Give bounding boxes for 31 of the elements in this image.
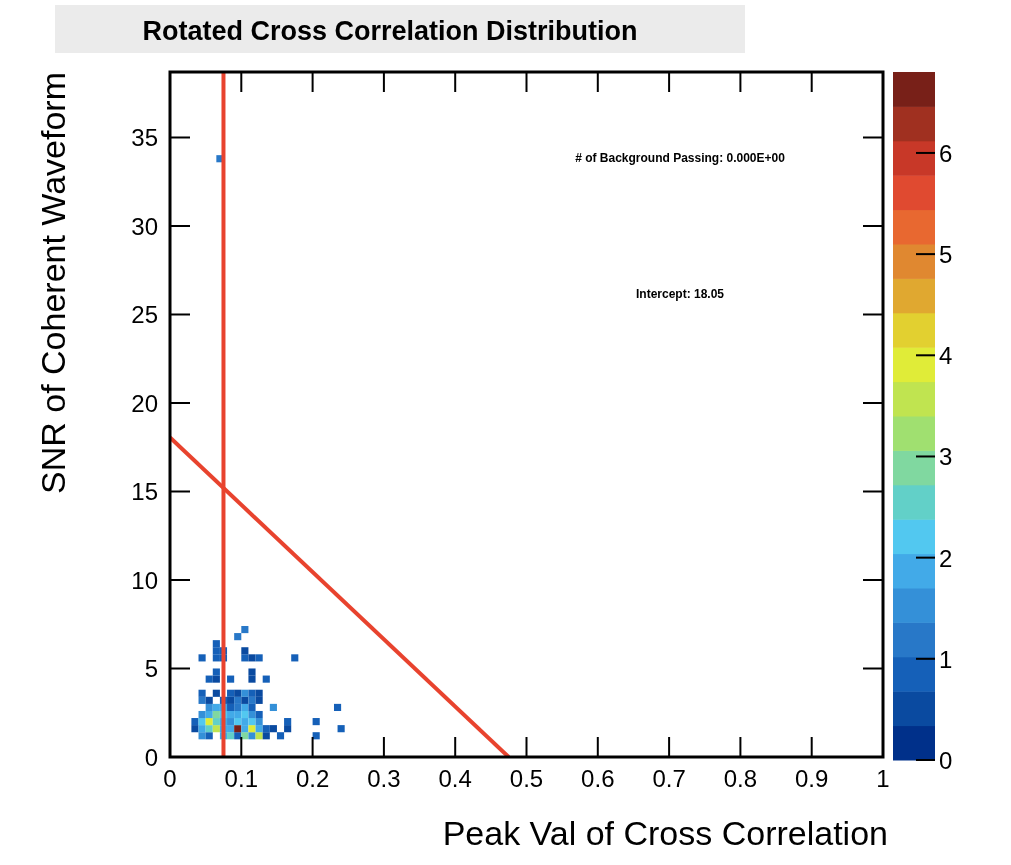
color-bar-label: 6 <box>939 139 953 167</box>
x-tick-label: 0.6 <box>581 765 615 792</box>
x-tick-label: 0.2 <box>295 765 330 792</box>
y-tick-label: 30 <box>131 212 158 240</box>
y-tick-label: 35 <box>131 124 158 152</box>
annotation: # of Background Passing: 0.000E+00 <box>575 151 786 165</box>
annotation: Intercept: 18.05 <box>635 287 725 301</box>
color-bar-label: 3 <box>939 443 953 471</box>
x-tick-label: 0.5 <box>509 765 544 792</box>
color-bar-label: 5 <box>939 241 953 269</box>
x-tick-label: 0.3 <box>367 765 401 792</box>
color-bar-label: 2 <box>939 544 953 572</box>
x-tick-label: 0.4 <box>438 765 472 792</box>
x-tick-label: 0.8 <box>723 765 758 792</box>
color-bar-label: 1 <box>939 645 953 673</box>
y-axis-title: SNR of Coherent Waveform <box>34 72 72 494</box>
y-tick-label: 10 <box>131 567 158 594</box>
color-bar-label: 4 <box>939 342 953 370</box>
color-bar-label: 0 <box>939 747 953 774</box>
y-tick-label: 5 <box>144 655 158 683</box>
y-tick-label: 15 <box>131 478 158 506</box>
y-tick-label: 0 <box>144 744 158 771</box>
y-tick-label: 25 <box>131 301 158 329</box>
x-tick-label: 0.1 <box>224 765 258 792</box>
x-tick-label: 1 <box>876 765 890 792</box>
chart-title: Rotated Cross Correlation Distribution <box>142 16 638 46</box>
x-tick-label: 0.7 <box>652 765 686 792</box>
x-tick-label: 0.9 <box>795 765 829 792</box>
x-tick-label: 0 <box>163 765 177 792</box>
x-axis-title: Peak Val of Cross Correlation <box>442 814 888 852</box>
y-tick-label: 20 <box>131 389 158 417</box>
